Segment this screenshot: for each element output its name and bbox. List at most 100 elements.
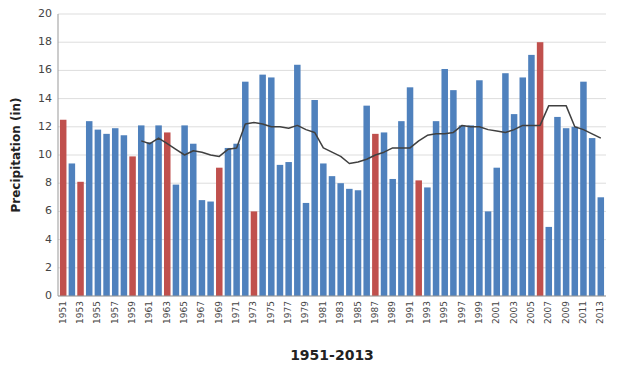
grid [58, 14, 606, 296]
bar [155, 125, 162, 296]
bar [493, 168, 500, 296]
bar [112, 128, 119, 296]
bar [441, 69, 448, 296]
bar [320, 163, 327, 296]
bar [372, 134, 379, 296]
x-tick-label: 1973 [248, 301, 258, 324]
bar [415, 180, 422, 296]
y-axis-line [58, 14, 59, 296]
bar [424, 187, 431, 296]
y-axis-label: Precipitation (in) [9, 97, 23, 212]
x-tick-label: 2013 [595, 301, 605, 324]
bar [537, 42, 544, 296]
bar [433, 121, 440, 296]
y-axis: 02468101214161820 [38, 7, 52, 302]
x-tick-label: 1993 [422, 301, 432, 324]
y-tick-label: 12 [38, 120, 52, 133]
y-tick-label: 20 [38, 7, 52, 20]
x-tick-label: 1981 [318, 301, 328, 324]
bar [251, 211, 258, 296]
bar [181, 125, 188, 296]
bar [329, 176, 336, 296]
bar [277, 165, 284, 296]
x-tick-label: 1985 [353, 301, 363, 324]
y-tick-label: 2 [45, 261, 52, 274]
bar [520, 77, 527, 296]
x-tick-label: 1953 [75, 301, 85, 324]
x-tick-label: 1983 [335, 301, 345, 324]
bar [95, 130, 102, 296]
bar [147, 142, 154, 296]
y-tick-label: 18 [38, 35, 52, 48]
x-tick-label: 1975 [266, 301, 276, 324]
bar [190, 144, 197, 296]
bar [225, 148, 232, 296]
x-tick-label: 1999 [474, 301, 484, 324]
bar [459, 125, 466, 296]
bar [381, 132, 388, 296]
bar [311, 100, 318, 296]
bar [450, 90, 457, 296]
bar [337, 183, 344, 296]
grid-line [58, 42, 606, 43]
x-tick-label: 1991 [405, 301, 415, 324]
x-axis-line [58, 296, 606, 297]
grid-line [58, 70, 606, 71]
bar [103, 134, 110, 296]
x-axis-label: 1951-2013 [290, 347, 374, 363]
bar [528, 55, 535, 296]
bar [546, 227, 553, 296]
x-tick-label: 2011 [578, 301, 588, 324]
grid-line [58, 14, 606, 15]
bar [511, 114, 518, 296]
bar [60, 120, 67, 296]
bar [476, 80, 483, 296]
bar [86, 121, 93, 296]
bar [389, 179, 396, 296]
x-tick-label: 2009 [561, 301, 571, 324]
bar [121, 135, 128, 296]
x-tick-label: 2001 [491, 301, 501, 324]
bar [173, 185, 180, 296]
bar [502, 73, 509, 296]
y-tick-label: 14 [38, 92, 52, 105]
y-tick-label: 4 [45, 233, 52, 246]
x-tick-label: 1967 [196, 301, 206, 324]
y-tick-label: 6 [45, 204, 52, 217]
x-tick-label: 1965 [179, 301, 189, 324]
x-tick-label: 2005 [526, 301, 536, 324]
bar [259, 75, 266, 296]
x-tick-label: 1969 [214, 301, 224, 324]
bar [554, 117, 561, 296]
x-tick-label: 1961 [144, 301, 154, 324]
bar [164, 132, 171, 296]
y-tick-label: 10 [38, 148, 52, 161]
x-tick-label: 1951 [58, 301, 68, 324]
bar [268, 77, 275, 296]
bar [242, 82, 249, 296]
moving-average-line [141, 106, 601, 164]
bar [355, 190, 362, 296]
grid-line [58, 296, 606, 297]
bar [138, 125, 145, 296]
x-tick-label: 2007 [543, 301, 553, 324]
bar [563, 128, 570, 296]
x-tick-label: 1971 [231, 301, 241, 324]
bar [129, 156, 136, 296]
x-tick-label: 2003 [509, 301, 519, 324]
x-tick-label: 1989 [387, 301, 397, 324]
bar [77, 182, 84, 296]
bar [580, 82, 587, 296]
x-tick-label: 1995 [439, 301, 449, 324]
bar [69, 163, 76, 296]
x-tick-label: 1979 [300, 301, 310, 324]
x-tick-label: 1987 [370, 301, 380, 324]
bar [572, 127, 579, 296]
x-tick-label: 1959 [127, 301, 137, 324]
bar [294, 65, 301, 296]
bar [598, 197, 605, 296]
y-tick-label: 16 [38, 63, 52, 76]
bar [346, 189, 353, 296]
bar [589, 138, 596, 296]
bar [363, 106, 370, 296]
